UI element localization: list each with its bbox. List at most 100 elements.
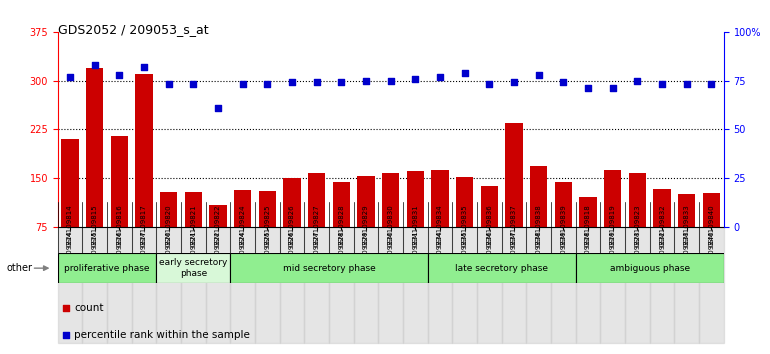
Text: GSM109832: GSM109832 (659, 204, 665, 247)
Text: GSM109838: GSM109838 (536, 204, 542, 247)
Text: GSM109833: GSM109833 (684, 204, 690, 247)
Text: GSM109824: GSM109824 (239, 204, 246, 247)
Bar (304, 227, 329, 343)
Text: GSM109814: GSM109814 (67, 204, 73, 247)
Point (236, 81, 249, 87)
Point (705, 81, 718, 87)
Bar (678, 194, 695, 227)
Point (656, 81, 668, 87)
Bar (62, 139, 79, 227)
Text: early secretory
phase: early secretory phase (159, 258, 228, 278)
Bar (625, 227, 650, 343)
Bar (378, 227, 403, 343)
Text: GDS2052 / 209053_s_at: GDS2052 / 209053_s_at (58, 23, 209, 36)
Bar (333, 182, 350, 227)
Point (59, 305, 72, 311)
Text: GSM109823: GSM109823 (634, 204, 641, 247)
Text: GSM109821: GSM109821 (190, 204, 196, 247)
Text: GSM109827: GSM109827 (313, 204, 320, 247)
Bar (580, 198, 597, 227)
Bar (283, 178, 301, 227)
Bar (185, 192, 202, 227)
Bar (329, 227, 353, 343)
Text: GSM109815: GSM109815 (92, 204, 98, 247)
Bar (353, 227, 378, 343)
Point (681, 81, 693, 87)
Text: GSM109825: GSM109825 (264, 204, 270, 247)
Bar (357, 176, 375, 227)
Text: GSM109830: GSM109830 (388, 204, 393, 247)
Bar (111, 136, 128, 227)
Bar (181, 227, 206, 343)
Text: GSM109822: GSM109822 (215, 204, 221, 247)
Text: GSM109834: GSM109834 (437, 204, 443, 247)
Point (607, 85, 619, 91)
Text: mid secretory phase: mid secretory phase (283, 264, 376, 273)
Point (459, 70, 471, 76)
Point (59, 332, 72, 338)
Point (434, 74, 447, 80)
Bar (477, 227, 502, 343)
Point (261, 81, 273, 87)
Bar (576, 227, 601, 343)
Point (360, 78, 372, 83)
Point (335, 80, 347, 85)
Bar (259, 191, 276, 227)
Bar (86, 68, 103, 227)
Point (187, 81, 199, 87)
Text: late secretory phase: late secretory phase (455, 264, 548, 273)
Bar (234, 190, 251, 227)
Text: GSM109839: GSM109839 (561, 204, 567, 247)
Bar (206, 227, 230, 343)
Bar (58, 227, 82, 343)
Text: proliferative phase: proliferative phase (65, 264, 150, 273)
Text: GSM109831: GSM109831 (413, 204, 418, 247)
Bar (308, 173, 326, 227)
Text: ambiguous phase: ambiguous phase (610, 264, 690, 273)
Bar (531, 166, 547, 227)
Text: GSM109819: GSM109819 (610, 204, 616, 247)
Bar (675, 227, 699, 343)
Bar (230, 253, 428, 283)
Point (533, 72, 545, 78)
Bar (255, 227, 280, 343)
Bar (650, 227, 675, 343)
Bar (428, 253, 576, 283)
Text: GSM109816: GSM109816 (116, 204, 122, 247)
Bar (382, 173, 400, 227)
Point (582, 85, 594, 91)
Text: other: other (6, 263, 32, 273)
Point (484, 81, 496, 87)
Bar (601, 227, 625, 343)
Text: GSM109828: GSM109828 (339, 204, 344, 247)
Text: GSM109820: GSM109820 (166, 204, 172, 247)
Bar (699, 227, 724, 343)
Bar (209, 205, 226, 227)
Bar (403, 227, 428, 343)
Text: GSM109837: GSM109837 (511, 204, 517, 247)
Point (631, 78, 644, 83)
Point (64, 74, 76, 80)
Text: GSM109840: GSM109840 (708, 204, 715, 247)
Bar (136, 74, 152, 227)
Bar (505, 123, 523, 227)
Point (138, 64, 150, 70)
Text: GSM109829: GSM109829 (363, 204, 369, 247)
Text: GSM109836: GSM109836 (487, 204, 493, 247)
Bar (82, 227, 107, 343)
Point (162, 81, 175, 87)
Bar (132, 227, 156, 343)
Point (410, 76, 422, 81)
Bar (428, 227, 453, 343)
Bar (703, 193, 720, 227)
Text: GSM109826: GSM109826 (289, 204, 295, 247)
Bar (604, 170, 621, 227)
Bar (555, 182, 572, 227)
Point (286, 80, 298, 85)
Text: count: count (75, 303, 104, 313)
Point (89, 62, 101, 68)
Point (508, 80, 521, 85)
Bar (156, 227, 181, 343)
Bar (58, 253, 156, 283)
Text: percentile rank within the sample: percentile rank within the sample (75, 330, 250, 340)
